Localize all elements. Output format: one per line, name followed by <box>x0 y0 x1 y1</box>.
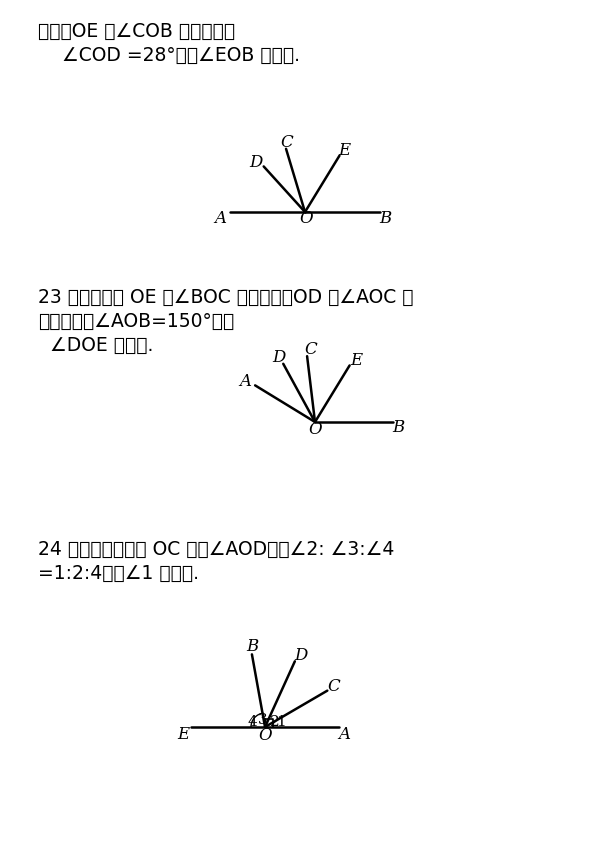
Text: 分线，OE 是∠COB 的平分线，: 分线，OE 是∠COB 的平分线， <box>38 22 235 41</box>
Text: 3: 3 <box>258 713 267 727</box>
Text: D: D <box>294 647 307 664</box>
Text: C: C <box>327 678 340 695</box>
Text: A: A <box>240 373 252 390</box>
Text: E: E <box>177 726 189 743</box>
Text: O: O <box>300 210 314 227</box>
Text: E: E <box>339 142 351 159</box>
Text: ∠DOE 的度数.: ∠DOE 的度数. <box>38 336 154 355</box>
Text: D: D <box>249 154 263 171</box>
Text: A: A <box>214 210 226 227</box>
Text: O: O <box>258 727 272 743</box>
Text: B: B <box>246 638 258 655</box>
Text: C: C <box>305 342 317 359</box>
Text: ∠COD =28°，求∠EOB 的度数.: ∠COD =28°，求∠EOB 的度数. <box>38 46 300 65</box>
Text: 24 如图所示，已知 OC 平分∠AOD，且∠2: ∠3:∠4: 24 如图所示，已知 OC 平分∠AOD，且∠2: ∠3:∠4 <box>38 540 394 559</box>
Text: O: O <box>308 421 322 439</box>
Text: A: A <box>339 726 350 743</box>
Text: 平分线，且∠AOB=150°，求: 平分线，且∠AOB=150°，求 <box>38 312 234 331</box>
Text: E: E <box>350 352 362 370</box>
Text: 4: 4 <box>248 715 257 729</box>
Text: =1:2:4，求∠1 的度数.: =1:2:4，求∠1 的度数. <box>38 564 199 583</box>
Text: B: B <box>379 210 392 227</box>
Text: 23 如图，已知 OE 为∠BOC 的平分线，OD 为∠AOC 的: 23 如图，已知 OE 为∠BOC 的平分线，OD 为∠AOC 的 <box>38 288 414 307</box>
Text: 1: 1 <box>277 716 286 729</box>
Text: C: C <box>280 134 293 151</box>
Text: B: B <box>392 419 405 436</box>
Text: 2: 2 <box>270 716 279 729</box>
Text: D: D <box>272 349 285 366</box>
